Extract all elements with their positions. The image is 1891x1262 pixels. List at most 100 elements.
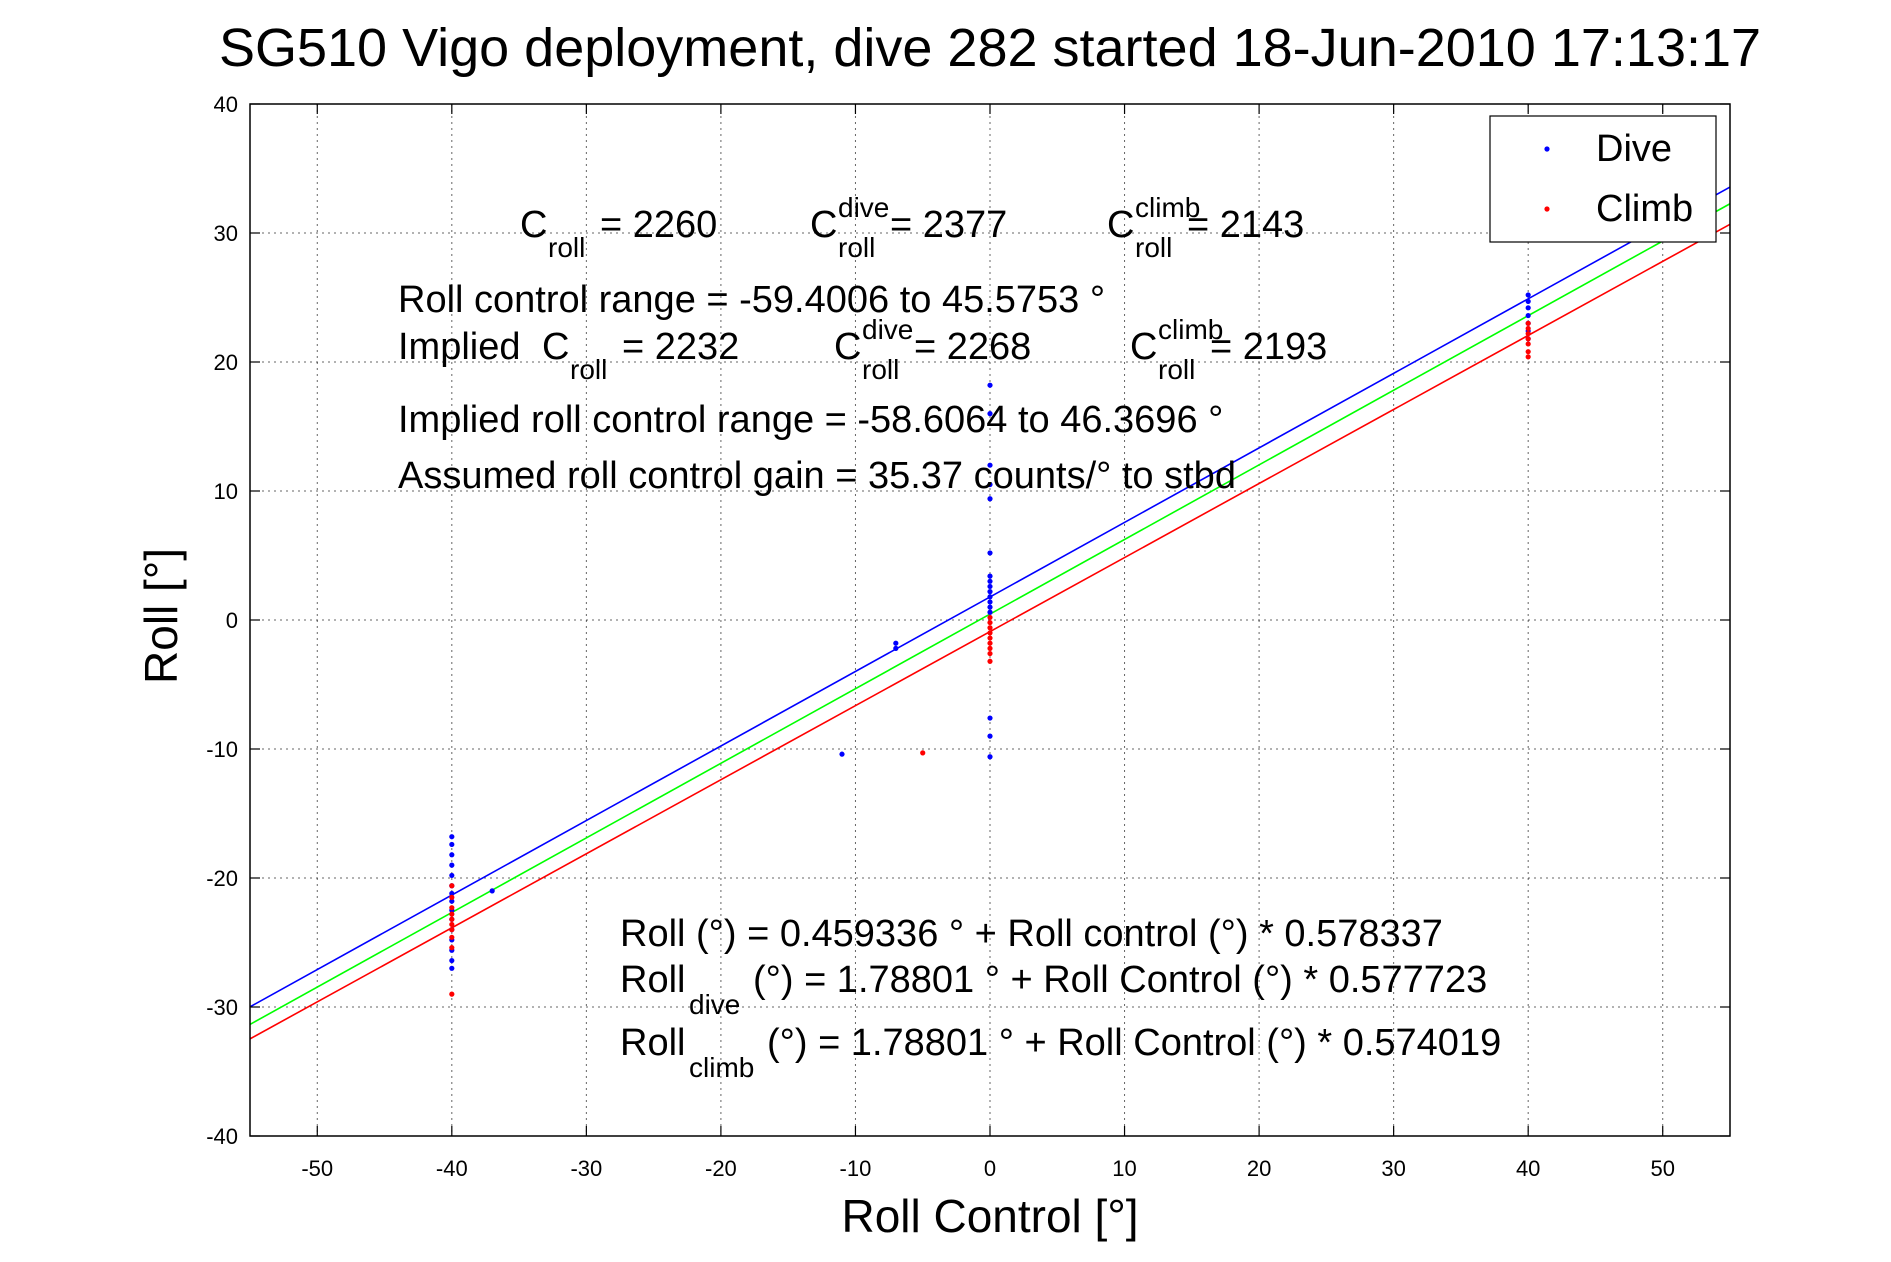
c-term-superscript: dive: [862, 314, 913, 345]
plot-frame: [249, 103, 1731, 1137]
legend-label-dive: Dive: [1596, 128, 1672, 170]
c-term-subscript: roll: [570, 354, 607, 385]
fit-subscript: dive: [689, 989, 740, 1020]
data-point-dive: [449, 965, 455, 971]
y-tick-label: 40: [214, 92, 238, 117]
x-tick-label: 0: [984, 1156, 996, 1181]
c-term-base: C: [810, 204, 837, 246]
c-term-base: C: [834, 326, 861, 368]
x-tick-label: 50: [1650, 1156, 1674, 1181]
data-point-dive: [1525, 292, 1531, 298]
data-point-climb: [1525, 325, 1531, 332]
data-point-dive: [449, 834, 455, 840]
data-point-dive: [987, 754, 993, 760]
data-point-climb: [920, 750, 926, 756]
c-term-subscript: roll: [548, 232, 585, 263]
y-tick-label: 10: [214, 479, 238, 504]
data-point-climb: [449, 991, 455, 997]
x-tick-label: -30: [570, 1156, 602, 1181]
c-term-subscript: roll: [838, 232, 875, 263]
c-term-value: = 2260: [600, 204, 717, 246]
legend-marker-climb: [1544, 206, 1550, 212]
c-term-subscript: roll: [1135, 232, 1172, 263]
data-point-climb: [449, 894, 455, 900]
data-point-climb: [987, 614, 993, 621]
data-point-climb: [449, 927, 455, 933]
data-point-climb: [449, 911, 455, 917]
tick-labels: -50 -40 -30 -20 -10 0 10 20 30 40 50 -40 -30 -20 -10 0 1…: [206, 92, 1675, 1181]
data-point-dive: [987, 733, 993, 739]
data-point-dive: [893, 645, 899, 651]
x-tick-label: -40: [436, 1156, 468, 1181]
data-point-climb: [449, 883, 455, 889]
data-point-dive: [449, 957, 455, 964]
data-point-climb: [1525, 354, 1531, 360]
y-tick-label: -30: [206, 995, 238, 1020]
data-point-dive: [449, 862, 455, 868]
c-term-base: C: [1130, 326, 1157, 368]
y-tick-label: -10: [206, 737, 238, 762]
legend-marker-dive: [1544, 146, 1550, 152]
x-tick-label: -20: [705, 1156, 737, 1181]
y-tick-label: 30: [214, 221, 238, 246]
fit-subscript: climb: [689, 1052, 754, 1083]
legend: Dive Climb: [1489, 115, 1717, 243]
data-point-dive: [987, 573, 993, 579]
c-term-value: = 2377: [890, 204, 1007, 246]
fit-equation-all: Roll (°) = 0.459336 ° + Roll control (°)…: [620, 913, 1443, 955]
c-term-value: = 2193: [1210, 326, 1327, 368]
data-points: [449, 292, 1531, 997]
data-point-climb: [987, 625, 993, 631]
c-term-value: = 2232: [622, 326, 739, 368]
c-term-subscript: roll: [1158, 354, 1195, 385]
data-point-dive: [489, 888, 495, 894]
x-tick-label: 40: [1516, 1156, 1540, 1181]
y-tick-label: 0: [226, 608, 238, 633]
y-axis-label: Roll [°]: [135, 548, 187, 684]
data-point-dive: [1525, 312, 1531, 319]
c-term-base: C: [1107, 204, 1134, 246]
c-term-subscript: roll: [862, 354, 899, 385]
roll-control-range-text: Roll control range = -59.4006 to 45.5753…: [398, 279, 1105, 321]
data-point-dive: [449, 872, 455, 879]
data-point-dive: [449, 852, 455, 858]
x-tick-label: 20: [1247, 1156, 1271, 1181]
data-point-dive: [1525, 305, 1531, 311]
y-tick-label: 20: [214, 350, 238, 375]
data-point-climb: [1525, 331, 1531, 337]
data-point-dive: [987, 589, 993, 595]
data-point-dive: [987, 609, 993, 615]
data-point-dive: [987, 496, 993, 502]
data-point-climb: [449, 945, 455, 951]
x-tick-label: -10: [840, 1156, 872, 1181]
data-point-climb: [449, 916, 455, 922]
data-point-dive: [987, 462, 993, 468]
data-point-climb: [987, 640, 993, 646]
data-point-climb: [1525, 336, 1531, 342]
data-point-climb: [449, 921, 455, 928]
data-point-climb: [1525, 320, 1531, 326]
implied-range-text: Implied roll control range = -58.6064 to…: [398, 399, 1223, 441]
fit-base: Roll: [620, 1022, 685, 1064]
y-tick-label: -20: [206, 866, 238, 891]
data-point-dive: [987, 715, 993, 721]
chart-title: SG510 Vigo deployment, dive 282 started …: [219, 18, 1761, 78]
data-point-dive: [449, 890, 455, 897]
x-tick-label: -50: [301, 1156, 333, 1181]
data-point-dive: [449, 841, 455, 848]
x-tick-label: 30: [1381, 1156, 1405, 1181]
data-point-dive: [1525, 298, 1531, 304]
fit-rest: (°) = 1.78801 ° + Roll Control (°) * 0.5…: [767, 1022, 1501, 1064]
x-tick-label: 10: [1112, 1156, 1136, 1181]
data-point-climb: [449, 934, 455, 940]
data-point-climb: [987, 619, 993, 626]
legend-box: [1489, 115, 1717, 243]
fit-base: Roll: [620, 959, 685, 1001]
